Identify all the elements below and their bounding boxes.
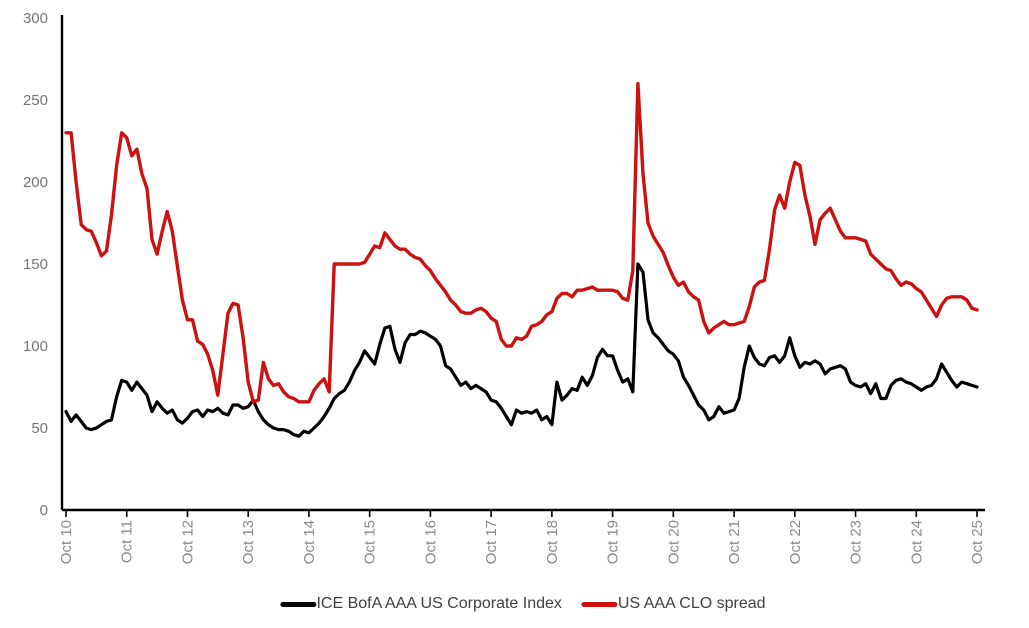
x-tick-label: Oct 19 [605,520,622,564]
x-tick-label: Oct 24 [908,520,925,564]
x-tick-label: Oct 11 [119,520,136,563]
clo-spread-line-swatch [581,601,618,607]
legend-item-clo-spread: US AAA CLO spread [581,595,766,613]
x-tick-label: Oct 12 [179,520,196,564]
y-tick-label: 300 [23,10,48,27]
x-tick-label: Oct 14 [301,520,318,564]
legend-label-corporate-index: ICE BofA AAA US Corporate Index [316,595,562,612]
y-tick-label: 0 [40,502,48,519]
y-tick-label: 150 [23,256,48,273]
corporate-index-line-swatch [280,601,317,607]
x-tick-label: Oct 20 [665,520,682,564]
x-tick-label: Oct 25 [969,520,986,564]
legend-item-corporate-index: ICE BofA AAA US Corporate Index [280,595,562,613]
y-axis-tick-labels: 0 50 100 150 200 250 300 [23,10,48,519]
y-tick-label: 250 [23,92,48,109]
axes [60,15,985,512]
corporate-index-line [64,262,979,438]
x-tick-label: Oct 13 [240,520,257,564]
y-tick-label: 100 [23,338,48,355]
x-tick-label: Oct 10 [58,520,75,564]
x-axis-tick-labels: Oct 10 Oct 11 Oct 12 Oct 13 Oct 14 Oct 15 Oct … [58,510,986,564]
x-tick-label: Oct 22 [787,520,804,564]
x-tick-label: Oct 23 [848,520,865,564]
x-tick-label: Oct 18 [544,520,561,564]
legend-label-clo-spread: US AAA CLO spread [617,595,766,612]
x-tick-label: Oct 21 [726,520,743,564]
y-tick-label: 50 [31,420,48,437]
x-tick-label: Oct 17 [483,520,500,564]
x-tick-label: Oct 16 [422,520,439,564]
y-tick-label: 200 [23,174,48,191]
chart-legend: ICE BofA AAA US Corporate Index US AAA C… [280,595,766,613]
x-tick-label: Oct 15 [362,520,379,564]
clo-spread-line [64,81,979,404]
